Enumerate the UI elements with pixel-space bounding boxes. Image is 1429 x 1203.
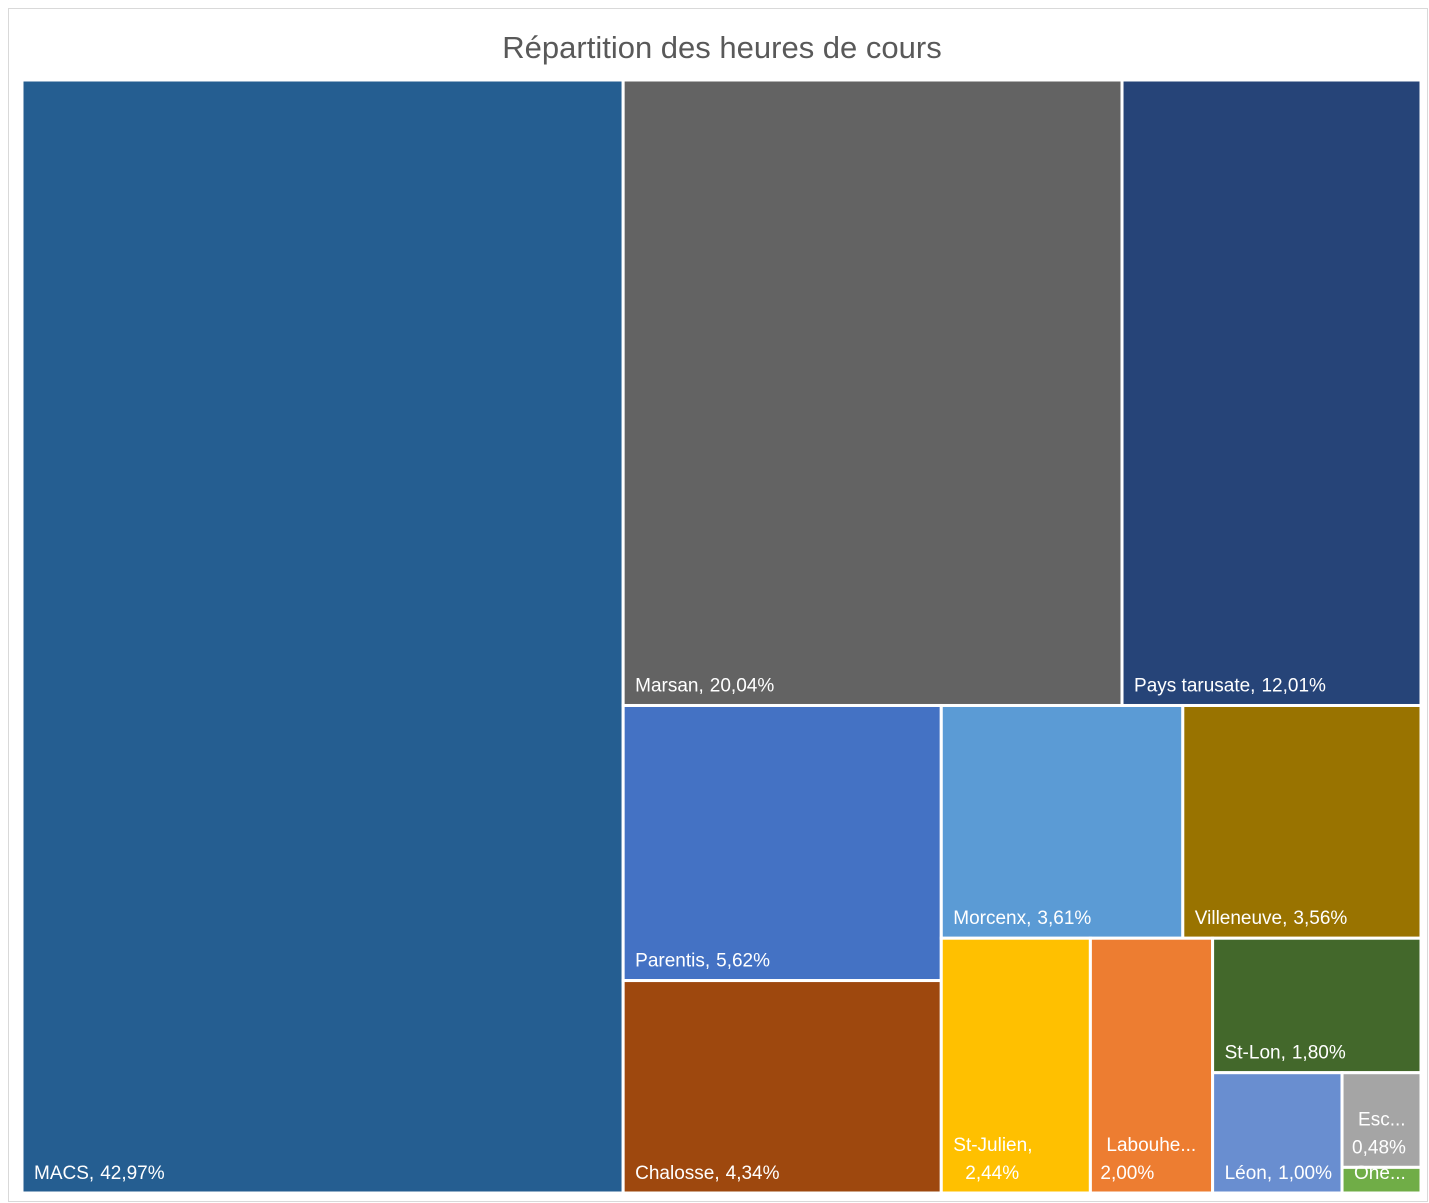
tile-label: Villeneuve, 3,56%	[1195, 908, 1348, 929]
category-label: Léon,	[1225, 1163, 1273, 1184]
tile-label: Parentis, 5,62%	[635, 951, 770, 972]
tile-label: One...	[1354, 1163, 1406, 1184]
value-label: 5,62%	[716, 951, 770, 972]
category-label: Marsan,	[635, 675, 704, 696]
tile-label: Esc... 0,48%	[1352, 1109, 1406, 1158]
tile	[1088, 936, 1215, 1195]
tile-label: Labouhe... 2,00%	[1100, 1135, 1196, 1184]
tile-label: Léon, 1,00%	[1225, 1163, 1333, 1184]
tile-label: Pays tarusate, 12,01%	[1134, 675, 1326, 696]
tile	[621, 703, 943, 983]
category-label: Esc...	[1358, 1109, 1406, 1130]
value-label: 1,80%	[1292, 1043, 1346, 1064]
value-label: 2,44%	[965, 1163, 1019, 1184]
tile	[1211, 1071, 1344, 1195]
chart-title: Répartition des heures de cours	[502, 30, 941, 65]
category-label: Pays tarusate,	[1134, 675, 1255, 696]
category-label: Villeneuve,	[1195, 908, 1288, 929]
value-label: 0,48%	[1352, 1137, 1406, 1158]
tile	[621, 979, 943, 1195]
category-label: Parentis,	[635, 951, 710, 972]
tile	[1120, 78, 1423, 707]
category-label: MACS,	[34, 1163, 94, 1184]
value-label: 12,01%	[1261, 675, 1326, 696]
category-label: St-Lon,	[1225, 1043, 1286, 1064]
tile	[1181, 703, 1423, 940]
tile-label: Marsan, 20,04%	[635, 675, 774, 696]
tile	[1211, 936, 1423, 1075]
category-label: Chalosse,	[635, 1163, 720, 1184]
tile-label: Chalosse, 4,34%	[635, 1163, 779, 1184]
category-label: Morcenx,	[953, 908, 1031, 929]
tile	[939, 703, 1185, 940]
value-label: 3,56%	[1293, 908, 1347, 929]
value-label: 2,00%	[1100, 1163, 1154, 1184]
value-label: 42,97%	[100, 1163, 165, 1184]
category-label: Labouhe...	[1106, 1135, 1196, 1156]
value-label: 3,61%	[1037, 908, 1091, 929]
value-label: 1,00%	[1278, 1163, 1332, 1184]
category-label: St-Julien,	[953, 1135, 1032, 1156]
category-label: One...	[1354, 1163, 1406, 1184]
tile-label: Morcenx, 3,61%	[953, 908, 1091, 929]
tile	[1340, 1165, 1423, 1195]
tile	[621, 78, 1124, 707]
tile-label: MACS, 42,97%	[34, 1163, 165, 1184]
tile	[20, 78, 625, 1195]
tile	[1340, 1071, 1423, 1169]
value-label: 20,04%	[710, 675, 775, 696]
tile-label: St-Lon, 1,80%	[1225, 1043, 1346, 1064]
tile-label: St-Julien, 2,44%	[953, 1135, 1032, 1184]
value-label: 4,34%	[726, 1163, 780, 1184]
